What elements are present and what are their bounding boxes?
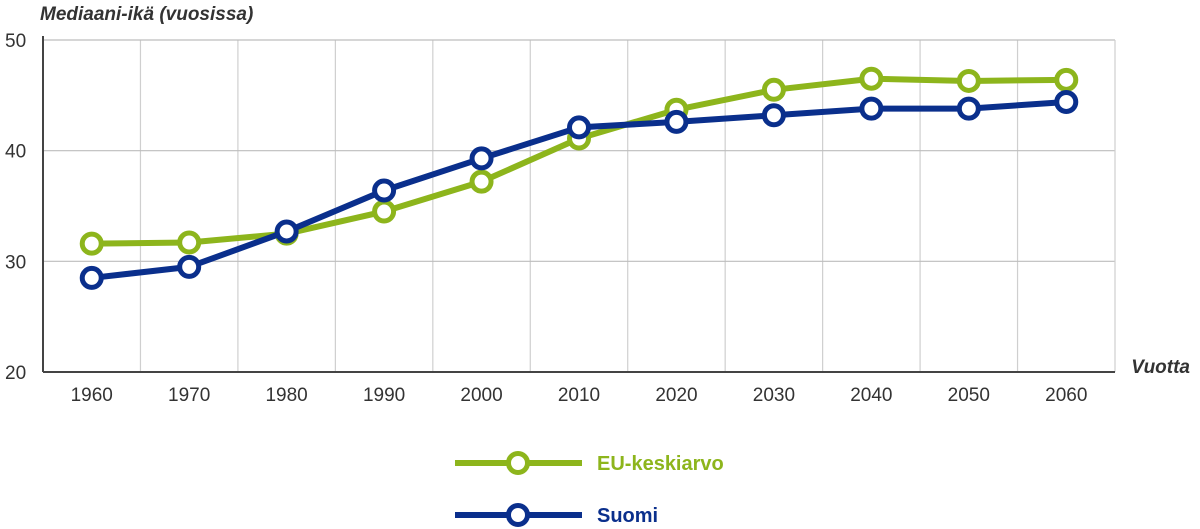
x-tick-label: 1980 [265,385,307,406]
x-tick-label: 2030 [753,385,795,406]
legend-marker [506,503,530,527]
data-point [956,96,981,121]
data-point [79,265,104,290]
data-point [859,96,884,121]
x-tick-label: 2000 [460,385,502,406]
x-axis-ticks: 1960 1970 1980 1990 2000 2010 2020 2030 2040 2050… [71,385,1088,406]
data-point [469,146,494,171]
legend-label: Suomi [597,505,658,527]
x-tick-label: 1960 [71,385,113,406]
data-point [469,169,494,194]
data-point [274,219,299,244]
x-tick-label: 1990 [363,385,405,406]
chart-axes [42,36,1115,373]
data-point [664,109,689,134]
y-axis-ticks: 20 30 40 50 [5,31,26,384]
data-point [79,231,104,256]
series-suomi [79,89,1079,290]
series-eu-keskiarvo [79,66,1079,256]
data-point [372,199,397,224]
legend-label: EU-keskiarvo [597,453,724,475]
data-point [1054,67,1079,92]
x-tick-label: 2010 [558,385,600,406]
data-point [177,230,202,255]
x-tick-label: 1970 [168,385,210,406]
y-tick-label: 40 [5,142,26,163]
y-tick-label: 50 [5,31,26,52]
y-tick-label: 30 [5,252,26,273]
x-tick-label: 2050 [948,385,990,406]
x-tick-label: 2040 [850,385,892,406]
x-tick-label: 2020 [655,385,697,406]
chart-grid [43,39,1116,372]
data-point [859,66,884,91]
legend-item-suomi: Suomi [455,503,658,527]
y-tick-label: 20 [5,363,26,384]
x-axis-title: Vuotta [1131,357,1190,378]
chart-legend: EU-keskiarvo Suomi [455,451,724,527]
chart-series [79,66,1079,290]
data-point [761,77,786,102]
data-point [761,103,786,128]
y-axis-title: Mediaani-ikä (vuosissa) [40,4,253,25]
data-point [567,115,591,140]
data-point [177,254,202,279]
x-tick-label: 2060 [1045,385,1087,406]
data-point [956,68,981,93]
data-point [372,178,397,203]
data-point [1054,89,1079,114]
legend-item-eu-keskiarvo: EU-keskiarvo [455,451,724,475]
legend-marker [506,451,530,475]
